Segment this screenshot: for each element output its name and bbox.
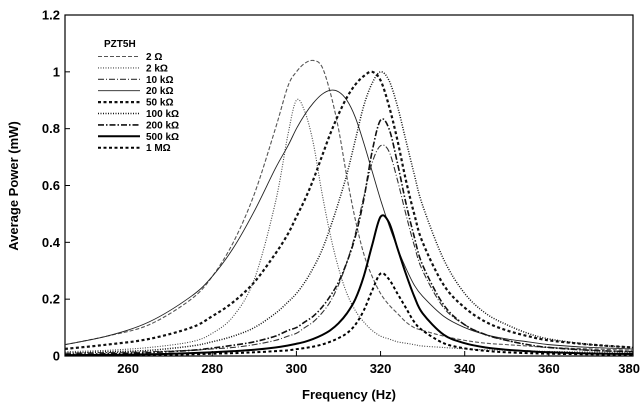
- y-tick-label: 0: [53, 349, 60, 364]
- series-line: [64, 272, 634, 357]
- series-layer: [64, 59, 634, 357]
- legend-label: 200 kΩ: [146, 120, 179, 131]
- legend-label: 2 Ω: [146, 52, 162, 63]
- series-line: [64, 118, 634, 356]
- series-line: [64, 71, 634, 354]
- x-tick-label: 360: [538, 361, 560, 376]
- y-axis-ticks: 0 0.2 0.4 0.6 0.8 1 1.2: [42, 8, 70, 364]
- x-axis-title: Frequency (Hz): [302, 387, 396, 402]
- y-tick-label: 1.2: [42, 8, 60, 23]
- legend-label: 20 kΩ: [146, 86, 173, 97]
- x-tick-label: 340: [454, 361, 476, 376]
- legend-label: 100 kΩ: [146, 109, 179, 120]
- y-axis-title: Average Power (mW): [6, 121, 21, 251]
- y-tick-label: 1: [53, 64, 60, 79]
- legend-label: 10 kΩ: [146, 75, 173, 86]
- x-tick-label: 300: [286, 361, 308, 376]
- x-tick-label: 280: [201, 361, 223, 376]
- legend-label: 50 kΩ: [146, 98, 173, 109]
- series-line: [64, 98, 634, 354]
- x-tick-label: 320: [370, 361, 392, 376]
- x-tick-label: 380: [618, 361, 640, 376]
- y-tick-label: 0.2: [42, 292, 60, 307]
- legend-label: 500 kΩ: [146, 132, 179, 143]
- y-tick-label: 0.4: [42, 235, 61, 250]
- x-axis-ticks: 260 280 300 320 340 360 380: [117, 351, 640, 376]
- series-line: [64, 59, 634, 351]
- series-line: [64, 89, 634, 350]
- legend-label: 1 MΩ: [146, 143, 171, 154]
- series-line: [64, 214, 634, 357]
- y-tick-label: 0.6: [42, 178, 60, 193]
- x-tick-label: 260: [117, 361, 139, 376]
- y-tick-label: 0.8: [42, 121, 60, 136]
- series-line: [64, 144, 634, 354]
- legend-title: PZT5H: [104, 39, 136, 50]
- legend-label: 2 kΩ: [146, 63, 168, 74]
- series-line: [64, 70, 634, 350]
